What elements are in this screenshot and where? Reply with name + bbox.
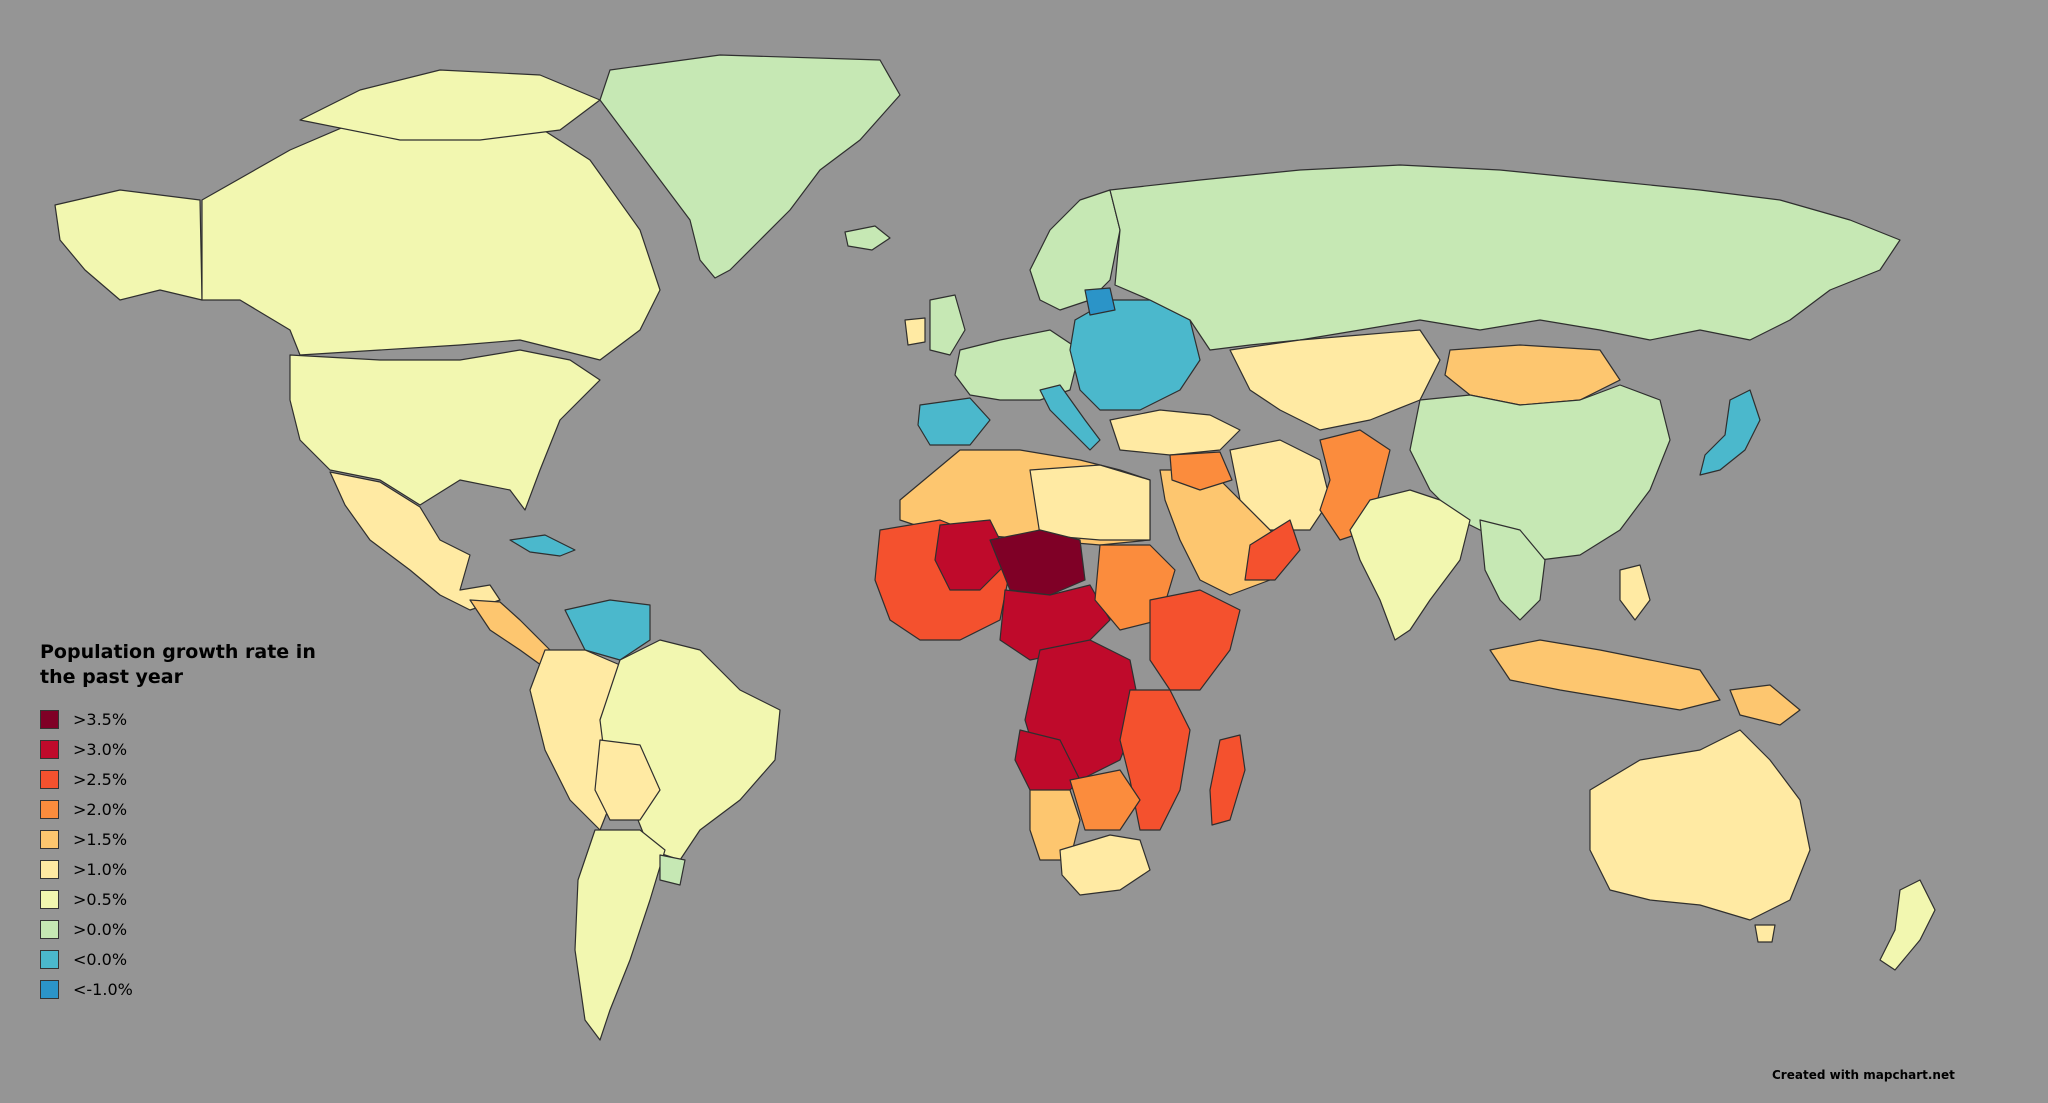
legend-label: >1.5% bbox=[73, 829, 128, 849]
credit-text: Created with mapchart.net bbox=[1772, 1068, 1955, 1082]
region-greenland bbox=[599, 54, 901, 279]
legend-item: >2.5% bbox=[40, 764, 340, 794]
legend-swatch bbox=[40, 769, 59, 789]
region-eastern-europe bbox=[1069, 299, 1201, 411]
region-russia bbox=[1109, 164, 1901, 351]
region-united-states bbox=[289, 349, 601, 511]
region-turkey-caucasus bbox=[1109, 409, 1241, 456]
legend-label: >3.5% bbox=[73, 709, 128, 729]
region-alaska bbox=[54, 189, 203, 301]
legend-item: >0.5% bbox=[40, 884, 340, 914]
legend-swatch bbox=[40, 889, 59, 909]
region-iraq-syria bbox=[1169, 451, 1233, 491]
region-cuba bbox=[509, 534, 576, 557]
region-papua-new-guinea bbox=[1729, 684, 1801, 726]
region-baltics bbox=[1084, 287, 1116, 316]
legend-item: <-1.0% bbox=[40, 974, 340, 1004]
region-philippines bbox=[1619, 564, 1651, 621]
legend-label: >3.0% bbox=[73, 739, 128, 759]
legend-swatch bbox=[40, 949, 59, 969]
region-iberia bbox=[917, 397, 991, 446]
legend-swatch bbox=[40, 919, 59, 939]
legend-item: >2.0% bbox=[40, 794, 340, 824]
region-india bbox=[1349, 489, 1471, 641]
region-yemen-oman bbox=[1244, 519, 1301, 581]
legend-swatch bbox=[40, 739, 59, 759]
legend-item: >3.5% bbox=[40, 704, 340, 734]
legend-swatch bbox=[40, 799, 59, 819]
map-legend: Population growth rate in the past year … bbox=[40, 640, 340, 1004]
legend-items: >3.5% >3.0% >2.5% >2.0% >1.5% >1.0% >0.5% >0.0%… bbox=[40, 704, 340, 1004]
region-kazakhstan-central-asia bbox=[1229, 329, 1441, 431]
legend-label: <-1.0% bbox=[73, 979, 133, 999]
region-australia bbox=[1589, 729, 1811, 921]
region-italy-greece bbox=[1039, 384, 1101, 451]
legend-item: >0.0% bbox=[40, 914, 340, 944]
region-iceland bbox=[844, 225, 891, 251]
region-mexico bbox=[329, 471, 501, 611]
region-ethiopia-east-africa bbox=[1149, 589, 1241, 691]
region-egypt-libya bbox=[1029, 464, 1151, 541]
region-arctic-islands bbox=[299, 69, 601, 141]
legend-item: >1.5% bbox=[40, 824, 340, 854]
legend-label: >2.0% bbox=[73, 799, 128, 819]
legend-swatch bbox=[40, 859, 59, 879]
region-madagascar bbox=[1209, 734, 1246, 826]
legend-swatch bbox=[40, 709, 59, 729]
region-canada bbox=[201, 104, 661, 361]
region-bolivia-paraguay bbox=[594, 739, 661, 821]
region-tasmania bbox=[1754, 924, 1776, 943]
legend-item: >1.0% bbox=[40, 854, 340, 884]
region-japan bbox=[1699, 389, 1761, 476]
legend-label: >0.0% bbox=[73, 919, 128, 939]
region-new-zealand bbox=[1879, 879, 1936, 971]
legend-label: >1.0% bbox=[73, 859, 128, 879]
region-south-africa bbox=[1059, 834, 1151, 896]
legend-swatch bbox=[40, 829, 59, 849]
region-mali bbox=[934, 519, 1011, 591]
legend-swatch bbox=[40, 979, 59, 999]
region-tanzania-mozambique bbox=[1119, 689, 1191, 831]
legend-label: <0.0% bbox=[73, 949, 128, 969]
legend-label: >2.5% bbox=[73, 769, 128, 789]
region-indonesia bbox=[1489, 639, 1721, 711]
region-argentina-chile bbox=[574, 829, 666, 1041]
region-scandinavia bbox=[1029, 189, 1121, 311]
legend-item: <0.0% bbox=[40, 944, 340, 974]
region-zambia-botswana bbox=[1069, 769, 1141, 831]
region-uruguay bbox=[659, 854, 686, 886]
region-southeast-asia bbox=[1479, 519, 1546, 621]
legend-label: >0.5% bbox=[73, 889, 128, 909]
region-ireland bbox=[904, 317, 926, 346]
region-uk bbox=[929, 294, 966, 356]
legend-title: Population growth rate in the past year bbox=[40, 641, 316, 688]
legend-item: >3.0% bbox=[40, 734, 340, 764]
